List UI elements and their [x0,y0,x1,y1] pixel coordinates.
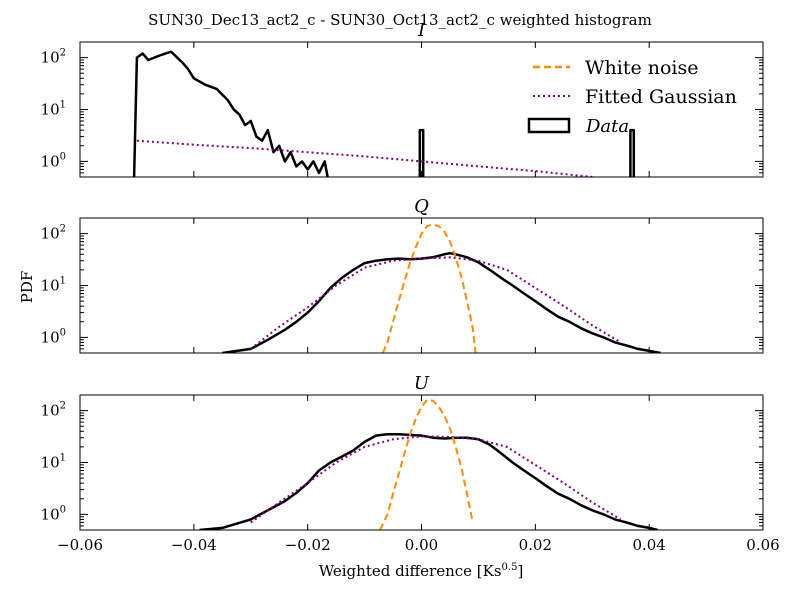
y-tick-label: 101 [41,276,66,295]
x-tick-label: 0.06 [746,536,779,554]
series-group [199,399,658,530]
y-tick-label: 101 [41,453,66,472]
x-axis-label: Weighted difference [Ks0.5] [319,562,524,580]
y-tick-label: 100 [41,151,66,170]
legend-data-swatch [527,117,571,134]
y-tick-label: 102 [41,401,66,420]
x-tick-label: −0.06 [57,536,103,554]
series-line-data [222,251,661,353]
y-tick-label: 100 [41,504,66,523]
legend: White noise Fitted Gaussian Data [527,57,737,137]
series-group [222,223,661,353]
legend-white-noise-label: White noise [585,57,699,79]
x-tick-label: 0.00 [405,536,438,554]
series-line-fitted-gaussian [250,435,622,524]
panel-title: I [417,20,426,41]
x-tick-label: 0.02 [519,536,552,554]
series-group [132,50,636,177]
series-line-fitted-gaussian [136,139,593,177]
y-axis-label: PDF [18,271,36,304]
x-tick-label: −0.04 [171,536,217,554]
legend-fitted-gaussian-label: Fitted Gaussian [585,86,737,108]
chart-title: SUN30_Dec13_act2_c - SUN30_Oct13_act2_c … [148,11,652,29]
panel-title: Q [414,196,429,217]
x-tick-label: −0.02 [285,536,331,554]
plot-frame [79,217,764,354]
x-axis-label-exponent: 0.5 [502,562,518,573]
x-axis-label-text: Weighted difference [Ks [319,562,502,580]
series-line-white-noise [381,223,477,353]
series-line-data [629,128,636,177]
panel-title: U [414,373,430,394]
series-line-data [132,50,329,177]
y-tick-label: 102 [41,224,66,243]
panel-i: I 102 101 100 [41,20,764,178]
series-line-data [418,128,425,177]
x-tick-label: 0.04 [632,536,665,554]
plot-frame [79,394,764,531]
x-axis-label-suffix: ] [517,562,523,580]
y-tick-label: 102 [41,48,66,67]
series-line-fitted-gaussian [250,256,622,350]
legend-data-label: Data [585,116,629,137]
y-tick-label: 101 [41,100,66,119]
panel-q: Q 102 101 100 [41,196,764,354]
panel-u: U −0.06 −0.04 −0.02 0.00 0.02 0.04 0.06 102 101 10… [41,373,780,554]
y-tick-label: 100 [41,327,66,346]
series-line-white-noise [379,399,474,530]
series-line-data [199,433,658,530]
